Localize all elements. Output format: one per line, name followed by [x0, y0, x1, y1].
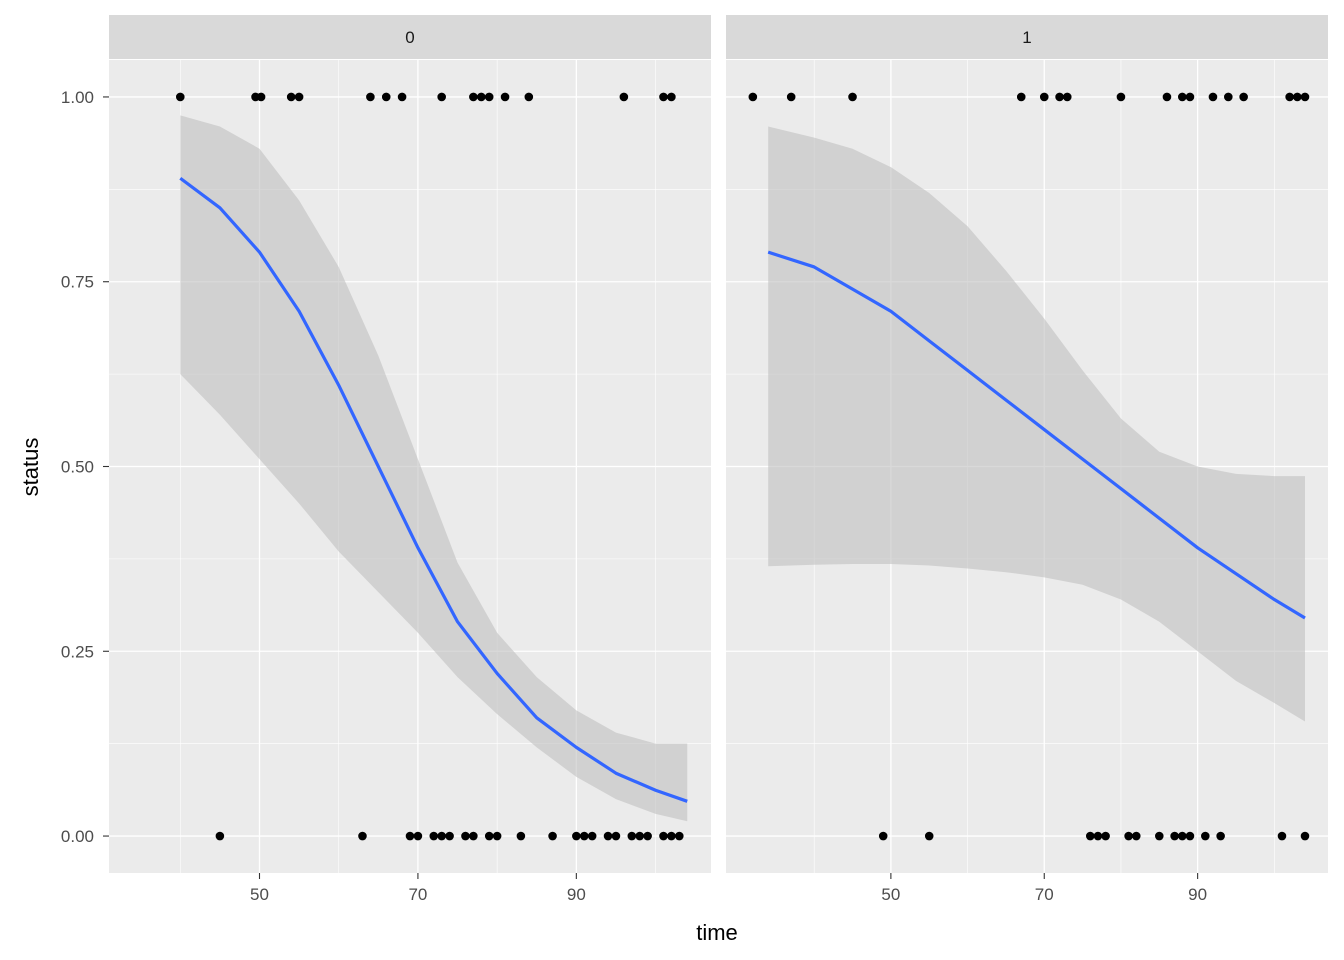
data-point-status-1: [397, 92, 407, 102]
data-point-status-0: [445, 831, 454, 841]
facet-panel-0: 0 50 70 90: [109, 15, 711, 904]
y-axis: 0.00 0.25 0.50 0.75 1.00: [61, 88, 109, 846]
data-point-status-0: [579, 831, 589, 841]
data-point-status-1: [1208, 92, 1218, 102]
data-point-status-1: [1062, 92, 1072, 102]
y-tick-label: 0.75: [61, 273, 94, 292]
data-point-status-0: [548, 831, 557, 841]
data-point-status-1: [366, 92, 375, 102]
x-tick-label: 50: [881, 885, 900, 904]
data-point-status-1: [500, 92, 510, 102]
facet-strip-label: 1: [1022, 28, 1031, 47]
panels-layer: 0 50 70 90 1 50 70 90: [109, 15, 1328, 904]
fitted-curve: [179, 176, 688, 803]
data-point-status-0: [667, 831, 676, 841]
data-point-status-0: [635, 831, 645, 841]
y-tick-label: 0.00: [61, 827, 94, 846]
data-point-status-1: [286, 92, 296, 102]
y-tick-label: 0.50: [61, 458, 94, 477]
data-point-status-0: [1124, 831, 1133, 841]
data-point-status-1: [1239, 92, 1248, 102]
data-point-status-0: [611, 831, 621, 841]
data-point-status-1: [524, 92, 534, 102]
data-point-status-1: [1116, 92, 1126, 102]
data-point-status-1: [1224, 92, 1233, 102]
data-point-status-1: [484, 92, 494, 102]
data-point-status-0: [1300, 831, 1310, 841]
y-tick-label: 1.00: [61, 88, 94, 107]
data-point-status-1: [1285, 92, 1294, 102]
data-point-status-1: [1177, 92, 1187, 102]
data-point-status-1: [294, 92, 304, 102]
data-point-status-0: [429, 831, 439, 841]
x-tick-label: 70: [408, 885, 427, 904]
data-point-status-0: [878, 831, 888, 841]
y-tick-label: 0.25: [61, 642, 94, 661]
data-point-status-0: [627, 831, 637, 841]
data-point-status-0: [1177, 831, 1187, 841]
data-point-status-0: [675, 831, 684, 841]
data-point-status-0: [1277, 831, 1287, 841]
data-point-status-1: [1300, 92, 1310, 102]
data-point-status-1: [748, 92, 758, 102]
data-point-status-0: [358, 831, 367, 841]
data-point-status-0: [215, 831, 225, 841]
data-point-status-1: [469, 92, 478, 102]
data-point-status-1: [848, 92, 857, 102]
data-point-status-0: [461, 831, 470, 841]
data-point-status-0: [1216, 831, 1225, 841]
data-point-status-0: [1200, 831, 1210, 841]
data-point-status-1: [659, 92, 668, 102]
data-point-status-0: [437, 831, 446, 841]
facet-strip: [726, 15, 1328, 59]
data-point-status-1: [1162, 92, 1172, 102]
data-point-status-0: [1170, 831, 1179, 841]
data-point-status-0: [659, 831, 668, 841]
x-tick-label: 90: [1188, 885, 1207, 904]
data-point-status-1: [476, 92, 486, 102]
data-point-status-0: [492, 831, 502, 841]
data-point-status-1: [619, 92, 629, 102]
x-axis-title: time: [696, 920, 738, 945]
marks: [175, 92, 688, 841]
data-point-status-0: [516, 831, 526, 841]
data-point-status-1: [1055, 92, 1064, 102]
data-point-status-0: [1101, 831, 1110, 841]
data-point-status-1: [1185, 92, 1195, 102]
data-point-status-1: [1293, 92, 1302, 102]
x-tick-label: 70: [1035, 885, 1054, 904]
data-point-status-0: [587, 831, 597, 841]
data-point-status-0: [413, 831, 423, 841]
data-point-status-0: [572, 831, 581, 841]
data-point-status-1: [381, 92, 391, 102]
data-point-status-0: [469, 831, 478, 841]
data-point-status-1: [256, 92, 266, 102]
facet-strip: [109, 15, 711, 59]
confidence-ribbon: [180, 115, 688, 822]
data-point-status-1: [437, 92, 446, 102]
data-point-status-1: [175, 92, 185, 102]
data-point-status-0: [1131, 831, 1141, 841]
data-point-status-0: [924, 831, 934, 841]
data-point-status-1: [786, 92, 796, 102]
x-tick-label: 50: [250, 885, 269, 904]
y-axis-title: status: [18, 438, 43, 497]
data-point-status-1: [1016, 92, 1026, 102]
data-point-status-1: [667, 92, 676, 102]
x-tick-label: 90: [567, 885, 586, 904]
data-point-status-0: [1185, 831, 1195, 841]
facet-strip-label: 0: [405, 28, 414, 47]
fitted-curve: [767, 250, 1306, 620]
data-point-status-0: [405, 831, 415, 841]
data-point-status-1: [1039, 92, 1049, 102]
data-point-status-0: [643, 831, 652, 841]
data-point-status-0: [1085, 831, 1095, 841]
data-point-status-0: [603, 831, 613, 841]
marks: [748, 92, 1310, 841]
data-point-status-0: [1093, 831, 1103, 841]
data-point-status-0: [1154, 831, 1164, 841]
data-point-status-0: [484, 831, 494, 841]
facet-panel-1: 1 50 70 90: [726, 15, 1328, 904]
